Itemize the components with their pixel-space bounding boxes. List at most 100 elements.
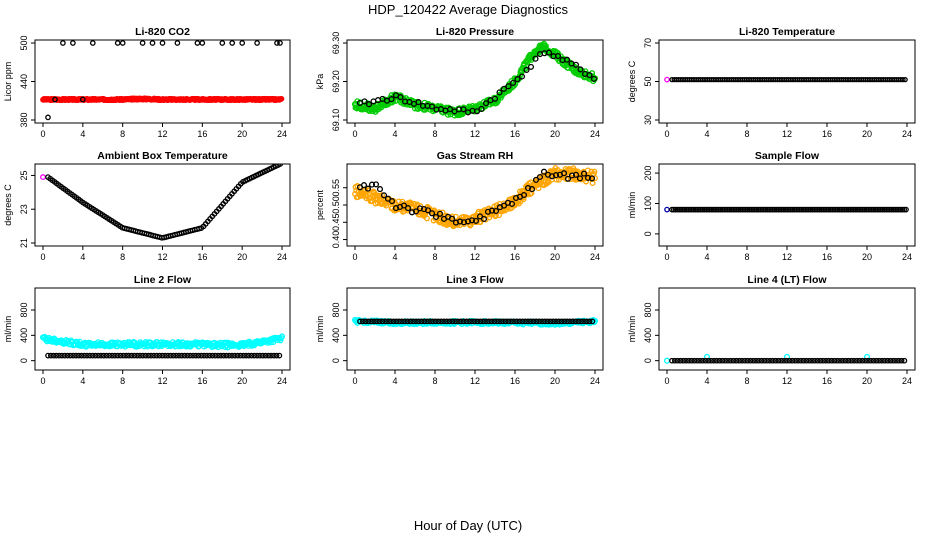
data-point — [900, 76, 906, 83]
data-point — [184, 352, 191, 359]
data-point — [413, 318, 419, 325]
data-point — [747, 357, 754, 364]
data-point — [229, 40, 236, 46]
series-pressure-samples — [351, 40, 599, 119]
data-point — [523, 66, 530, 74]
panel-title: Line 2 Flow — [134, 274, 192, 286]
y-axis: 30 50 70 — [643, 38, 659, 125]
series-temperature-samples — [664, 76, 670, 83]
data-point — [70, 40, 76, 46]
data-point — [100, 352, 107, 359]
x-tick-label: 4 — [80, 129, 85, 139]
y-axis-label: Licor ppm — [3, 62, 13, 102]
data-point — [532, 176, 540, 183]
x-tick-label: 12 — [782, 376, 792, 386]
data-point — [809, 357, 815, 364]
y-tick-label: 25 — [19, 170, 29, 180]
data-point — [795, 357, 801, 364]
data-point — [148, 352, 154, 359]
data-point — [823, 357, 829, 364]
data-point — [518, 73, 526, 80]
data-point — [382, 318, 389, 325]
data-point — [137, 352, 143, 359]
plot-frame — [34, 39, 291, 124]
data-point — [415, 99, 422, 106]
data-point — [711, 357, 717, 364]
series-co2-calibration-averages — [45, 40, 283, 121]
data-point — [539, 318, 545, 325]
data-point — [149, 40, 156, 46]
data-point — [753, 357, 759, 364]
data-point — [226, 352, 233, 359]
data-point — [688, 357, 695, 364]
data-point — [468, 217, 476, 224]
data-point — [106, 352, 113, 359]
data-point — [79, 341, 86, 348]
data-point — [761, 357, 768, 364]
data-point — [379, 318, 386, 325]
data-point — [50, 352, 57, 359]
data-point — [903, 206, 909, 213]
data-point — [758, 357, 765, 364]
data-point — [67, 352, 74, 359]
data-point — [270, 352, 277, 359]
chart-panel-1: Li-820 CO2 Licor ppm 0 4 8 12 16 20 24 380 440 500 — [3, 26, 291, 139]
data-point — [92, 352, 99, 359]
x-tick-label: 12 — [470, 129, 480, 139]
data-point — [837, 357, 843, 364]
data-point — [744, 357, 751, 364]
data-point — [480, 318, 487, 325]
data-point — [178, 352, 185, 359]
data-point — [139, 40, 146, 46]
data-point — [139, 352, 146, 359]
x-tick-label: 20 — [862, 252, 872, 262]
data-point — [418, 318, 425, 325]
data-point — [677, 357, 684, 364]
data-point — [564, 175, 572, 182]
data-point — [446, 318, 453, 325]
data-point — [705, 357, 712, 364]
x-tick-label: 24 — [590, 376, 600, 386]
data-point — [436, 210, 444, 217]
x-tick-label: 20 — [237, 376, 247, 386]
x-tick-label: 0 — [40, 252, 45, 262]
x-tick-label: 4 — [392, 376, 397, 386]
data-point — [278, 96, 285, 102]
data-point — [511, 318, 517, 325]
data-point — [432, 213, 440, 221]
data-point — [60, 40, 66, 46]
data-point — [528, 186, 536, 193]
panel-title: Li-820 Pressure — [436, 26, 514, 38]
data-point — [580, 170, 588, 177]
data-point — [364, 185, 372, 192]
x-tick-label: 16 — [822, 376, 832, 386]
data-point — [206, 352, 213, 359]
x-tick-label: 0 — [664, 376, 669, 386]
x-tick-label: 24 — [277, 129, 287, 139]
data-point — [198, 352, 205, 359]
data-point — [98, 352, 104, 359]
data-point — [842, 357, 849, 364]
data-point — [859, 357, 866, 364]
x-tick-label: 8 — [120, 129, 125, 139]
data-point — [848, 357, 855, 364]
data-point — [79, 96, 86, 103]
data-point — [400, 202, 408, 209]
series-box-temperature-averages — [45, 164, 284, 241]
data-point — [884, 357, 891, 364]
series-line-3-flow-averages — [357, 318, 596, 325]
y-tick-label: 0 — [331, 358, 341, 363]
data-point — [396, 318, 403, 325]
data-point — [800, 357, 807, 364]
data-point — [879, 357, 885, 364]
y-axis: 0 400 800 — [19, 302, 35, 363]
data-point — [680, 357, 687, 364]
x-tick-label: 12 — [782, 129, 792, 139]
y-tick-label: 800 — [19, 302, 29, 317]
data-point — [890, 357, 897, 364]
y-axis: 21 23 25 — [19, 170, 35, 248]
y-tick-label: 500 — [19, 35, 29, 50]
data-point — [401, 318, 408, 325]
data-point — [112, 352, 118, 359]
